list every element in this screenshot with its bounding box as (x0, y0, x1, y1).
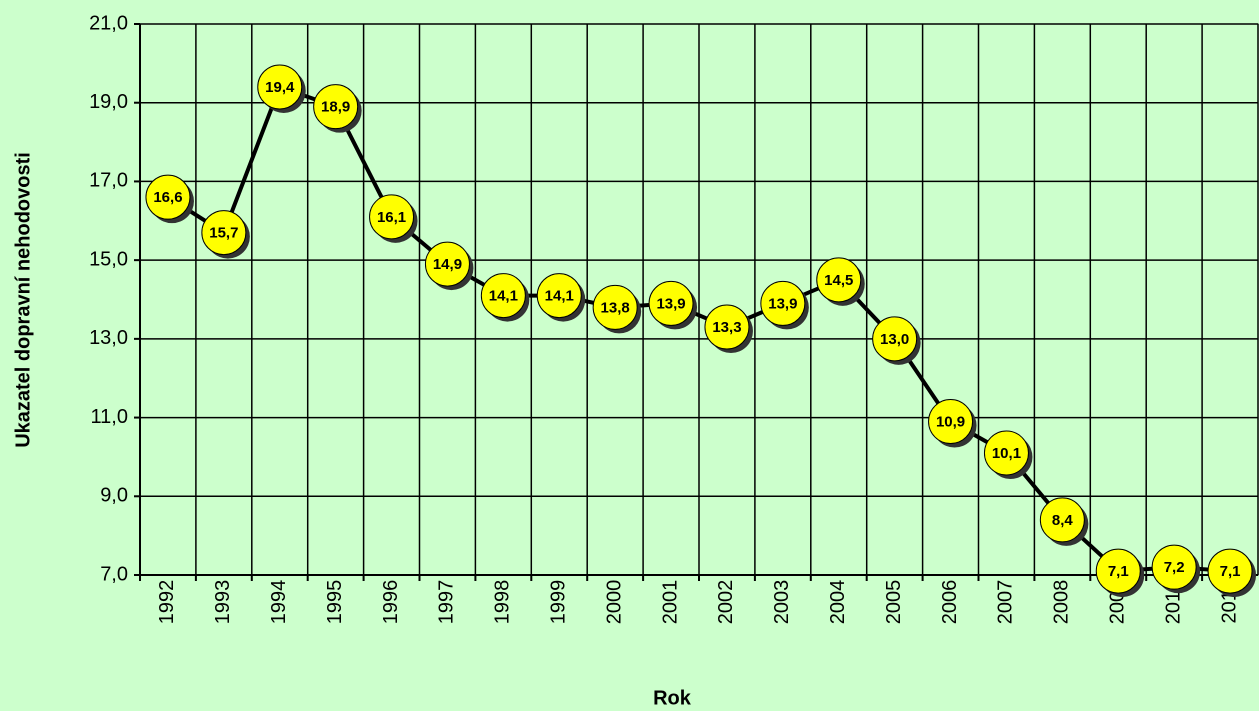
data-label: 15,7 (209, 225, 238, 242)
marker (1151, 544, 1197, 590)
marker (872, 316, 918, 362)
data-label: 14,1 (545, 288, 574, 305)
y-tick-label: 17,0 (89, 170, 128, 192)
x-tick-label: 2006 (939, 580, 961, 625)
data-label: 14,1 (489, 288, 518, 305)
x-tick-label: 2008 (1051, 580, 1073, 625)
data-label: 10,9 (936, 413, 965, 430)
y-tick-label: 9,0 (100, 485, 128, 507)
marker (536, 273, 582, 319)
x-tick-label: 1994 (268, 580, 290, 625)
marker (648, 280, 694, 326)
data-label: 10,1 (992, 445, 1021, 462)
x-tick-label: 1993 (212, 580, 234, 625)
marker (704, 304, 750, 350)
y-tick-label: 15,0 (89, 248, 128, 270)
data-label: 14,5 (824, 272, 853, 289)
x-tick-label: 2007 (995, 580, 1017, 625)
data-label: 13,8 (601, 299, 630, 316)
data-label: 7,1 (1108, 563, 1129, 580)
data-label: 13,9 (656, 295, 685, 312)
marker (257, 64, 303, 110)
data-label: 7,2 (1164, 559, 1185, 576)
data-label: 18,9 (321, 99, 350, 116)
x-tick-label: 1996 (380, 580, 402, 625)
marker (1207, 548, 1253, 594)
y-tick-label: 13,0 (89, 327, 128, 349)
x-tick-label: 2004 (827, 580, 849, 625)
y-tick-label: 11,0 (91, 406, 128, 428)
marker (928, 399, 974, 445)
marker (592, 284, 638, 330)
marker (145, 174, 191, 220)
marker (369, 194, 415, 240)
data-label: 13,3 (712, 319, 741, 336)
y-tick-label: 7,0 (100, 563, 128, 585)
data-label: 19,4 (265, 79, 295, 96)
x-tick-label: 2000 (603, 580, 625, 625)
x-tick-label: 2003 (771, 580, 793, 625)
x-tick-label: 1998 (492, 580, 514, 625)
data-label: 16,1 (377, 209, 406, 226)
x-axis-title: Rok (653, 687, 692, 709)
x-tick-label: 1995 (324, 580, 346, 625)
y-tick-label: 19,0 (89, 91, 128, 113)
marker (816, 257, 862, 303)
x-tick-label: 2001 (659, 580, 681, 625)
marker (480, 273, 526, 319)
x-tick-label: 1997 (436, 580, 458, 625)
marker (760, 280, 806, 326)
x-tick-label: 2005 (883, 580, 905, 625)
marker (1039, 497, 1085, 543)
x-tick-label: 1992 (156, 580, 178, 625)
x-tick-label: 1999 (548, 580, 570, 625)
x-tick-label: 2002 (715, 580, 737, 625)
y-axis-title: Ukazatel dopravní nehodovosti (12, 152, 34, 448)
marker (424, 241, 470, 287)
marker (983, 430, 1029, 476)
marker (313, 84, 359, 130)
y-tick-label: 21,0 (89, 12, 128, 34)
data-label: 13,9 (768, 295, 797, 312)
data-label: 8,4 (1052, 512, 1074, 529)
data-label: 7,1 (1220, 563, 1241, 580)
data-label: 16,6 (153, 189, 182, 206)
marker (201, 210, 247, 256)
data-label: 14,9 (433, 256, 462, 273)
data-label: 13,0 (880, 331, 909, 348)
marker (1095, 548, 1141, 594)
